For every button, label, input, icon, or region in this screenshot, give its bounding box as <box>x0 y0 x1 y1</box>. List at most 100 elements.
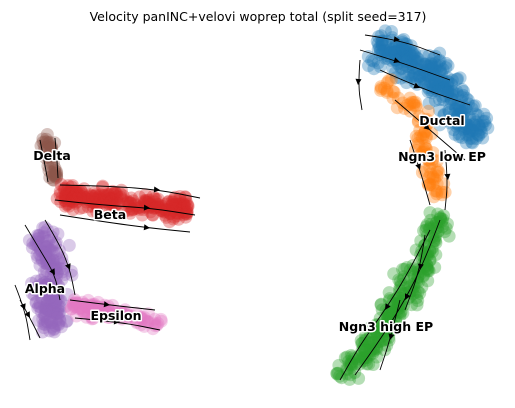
point-beta <box>68 188 82 202</box>
point-beta <box>98 189 111 202</box>
point-ductal <box>452 116 465 130</box>
point-ngn3-low-ep <box>430 187 444 201</box>
point-ngn3-high-ep <box>417 224 431 238</box>
point-delta <box>40 135 54 149</box>
point-beta <box>170 199 184 213</box>
point-ductal <box>476 131 490 145</box>
point-ngn3-low-ep <box>425 127 439 141</box>
point-beta <box>76 201 90 214</box>
point-ductal <box>407 65 421 79</box>
point-delta <box>47 173 61 187</box>
point-ductal <box>396 43 410 57</box>
point-ductal <box>451 72 465 86</box>
point-beta <box>180 205 194 219</box>
point-beta <box>90 193 104 207</box>
point-ngn3-high-ep <box>430 215 444 229</box>
point-ngn3-high-ep <box>415 244 429 258</box>
point-delta <box>45 156 59 170</box>
point-ductal <box>433 93 446 107</box>
cluster-label-ngn3-low-ep: Ngn3 low EP <box>398 149 486 164</box>
point-ductal <box>383 46 397 60</box>
point-ductal <box>436 74 450 88</box>
point-ngn3-high-ep <box>366 358 380 371</box>
point-beta <box>102 194 116 208</box>
point-ductal <box>389 71 403 85</box>
point-ductal <box>476 115 490 128</box>
point-ngn3-low-ep <box>419 131 433 145</box>
point-alpha <box>41 278 55 292</box>
point-ductal <box>428 57 441 71</box>
point-ductal <box>446 85 460 99</box>
point-ductal <box>461 118 475 132</box>
point-ductal <box>475 125 489 139</box>
point-ngn3-high-ep <box>420 248 434 262</box>
point-beta <box>63 184 77 198</box>
velocity-arrowhead <box>415 163 421 170</box>
point-ngn3-high-ep <box>397 298 410 312</box>
point-ngn3-high-ep <box>356 354 370 368</box>
point-beta <box>62 199 76 213</box>
point-epsilon <box>80 300 94 314</box>
point-ductal <box>461 97 475 111</box>
point-ngn3-high-ep <box>392 283 406 297</box>
point-beta <box>111 197 124 210</box>
point-alpha <box>48 237 62 251</box>
velocity-arrowhead <box>53 153 60 160</box>
point-alpha <box>51 303 65 317</box>
point-ductal <box>399 42 413 56</box>
point-ductal <box>453 102 467 116</box>
point-alpha <box>59 299 73 313</box>
point-ngn3-high-ep <box>370 350 384 364</box>
point-beta <box>165 198 179 212</box>
point-beta <box>149 200 163 214</box>
point-beta <box>105 192 119 205</box>
point-ductal <box>459 118 473 132</box>
point-ductal <box>457 105 471 119</box>
point-alpha <box>40 234 54 248</box>
point-beta <box>177 205 190 219</box>
point-ngn3-high-ep <box>414 248 428 262</box>
point-ngn3-low-ep <box>417 128 431 141</box>
point-ngn3-high-ep <box>374 297 388 311</box>
point-beta <box>94 192 108 206</box>
point-alpha <box>42 291 56 305</box>
point-alpha <box>37 276 51 290</box>
point-ductal <box>472 128 485 142</box>
point-ductal <box>399 55 413 69</box>
point-ngn3-high-ep <box>409 291 423 305</box>
point-beta <box>50 192 64 206</box>
point-ductal <box>465 131 479 145</box>
point-epsilon <box>138 311 151 325</box>
point-alpha <box>36 312 50 326</box>
point-alpha <box>39 304 53 318</box>
point-ductal <box>416 49 430 63</box>
point-ngn3-high-ep <box>440 217 454 231</box>
point-alpha <box>60 314 74 328</box>
point-ductal <box>424 70 438 84</box>
point-ductal <box>440 76 454 90</box>
point-ductal <box>410 51 423 65</box>
point-ngn3-high-ep <box>340 367 354 381</box>
point-delta <box>40 140 54 154</box>
point-epsilon <box>151 317 165 330</box>
point-ngn3-high-ep <box>393 306 407 320</box>
point-delta <box>43 139 57 153</box>
point-epsilon <box>64 302 78 316</box>
point-beta <box>104 187 117 201</box>
point-alpha <box>43 243 57 257</box>
velocity-stream-line <box>59 214 191 233</box>
point-alpha <box>45 262 59 276</box>
point-alpha <box>35 251 48 265</box>
point-ngn3-low-ep <box>428 172 442 186</box>
point-ngn3-high-ep <box>376 319 390 333</box>
point-ductal <box>393 44 407 58</box>
point-ductal <box>442 105 456 119</box>
point-ngn3-high-ep <box>357 351 371 365</box>
point-delta <box>46 173 60 187</box>
point-beta <box>93 192 107 206</box>
point-ductal <box>433 59 447 72</box>
point-ductal <box>435 90 449 103</box>
point-beta <box>159 197 173 211</box>
point-ductal <box>411 55 425 68</box>
point-ngn3-high-ep <box>381 311 394 325</box>
